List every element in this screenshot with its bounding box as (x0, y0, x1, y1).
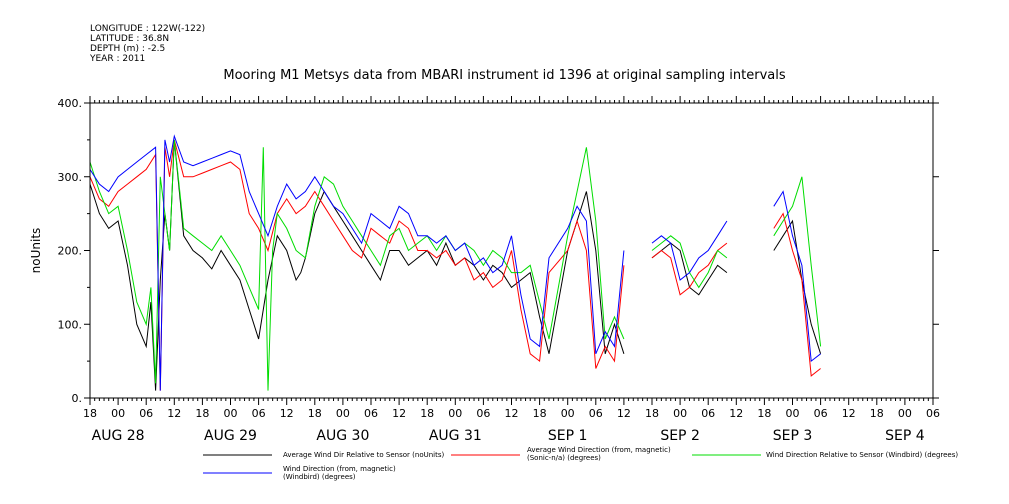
series-line-3 (89, 134, 821, 391)
chart-title: Mooring M1 Metsys data from MBARI instru… (223, 68, 786, 83)
y-tick-label: 0. (72, 392, 83, 405)
y-axis-label: noUnits (29, 228, 43, 274)
x-tick-label: 12 (280, 407, 294, 420)
x-tick-label: 00 (898, 407, 912, 420)
y-tick-label: 100. (58, 318, 83, 331)
x-tick-label: 00 (448, 407, 462, 420)
x-tick-label: 12 (392, 407, 406, 420)
series-line-1 (89, 139, 821, 391)
x-tick-label: 12 (842, 407, 856, 420)
legend-label-wind-direction-windbird: Wind Direction (from, magnetic) (Windbir… (283, 465, 396, 481)
latitude-text: LATITUDE : 36.8N (90, 34, 170, 44)
x-tick-label: 12 (505, 407, 519, 420)
depth-text: DEPTH (m) : -2.5 (90, 44, 166, 54)
x-tick-label: 12 (167, 407, 181, 420)
x-tick-label: 18 (308, 407, 322, 420)
year-text: YEAR : 2011 (90, 54, 146, 64)
legend-label-avg-wind-direction: Average Wind Direction (from, magnetic) … (527, 446, 671, 462)
x-tick-label: 12 (729, 407, 743, 420)
legend-label-avg-wind-dir-relative: Average Wind Dir Relative to Sensor (noU… (283, 451, 445, 459)
x-tick-label: 00 (673, 407, 687, 420)
x-date-label: AUG 29 (204, 428, 257, 444)
x-tick-label: 06 (139, 407, 153, 420)
y-tick-label: 200. (58, 245, 83, 258)
x-tick-label: 00 (336, 407, 350, 420)
x-tick-label: 18 (757, 407, 771, 420)
x-tick-label: 18 (533, 407, 547, 420)
x-tick-label: 06 (476, 407, 490, 420)
x-tick-label: 00 (786, 407, 800, 420)
x-tick-label: 18 (645, 407, 659, 420)
x-tick-label: 18 (870, 407, 884, 420)
x-tick-label: 06 (926, 407, 940, 420)
x-tick-label: 06 (589, 407, 603, 420)
x-tick-label: 06 (814, 407, 828, 420)
x-date-label: AUG 31 (429, 428, 482, 444)
x-date-label: AUG 30 (316, 428, 369, 444)
x-tick-label: 00 (224, 407, 238, 420)
x-date-label: SEP 1 (548, 428, 588, 444)
x-tick-label: 00 (111, 407, 125, 420)
x-date-label: SEP 3 (773, 428, 813, 444)
y-tick-label: 400. (58, 97, 83, 110)
x-date-label: SEP 2 (660, 428, 700, 444)
x-tick-label: 06 (252, 407, 266, 420)
x-tick-label: 18 (83, 407, 97, 420)
longitude-text: LONGITUDE : 122W(-122) (90, 24, 206, 34)
x-date-label: SEP 4 (885, 428, 925, 444)
x-tick-label: 18 (195, 407, 209, 420)
x-tick-label: 06 (364, 407, 378, 420)
legend-label-wind-dir-relative-windbird: Wind Direction Relative to Sensor (Windb… (766, 451, 959, 459)
x-tick-label: 06 (701, 407, 715, 420)
x-tick-label: 18 (420, 407, 434, 420)
x-date-label: AUG 28 (92, 428, 145, 444)
y-tick-label: 300. (58, 171, 83, 184)
x-tick-label: 12 (617, 407, 631, 420)
x-tick-label: 00 (561, 407, 575, 420)
